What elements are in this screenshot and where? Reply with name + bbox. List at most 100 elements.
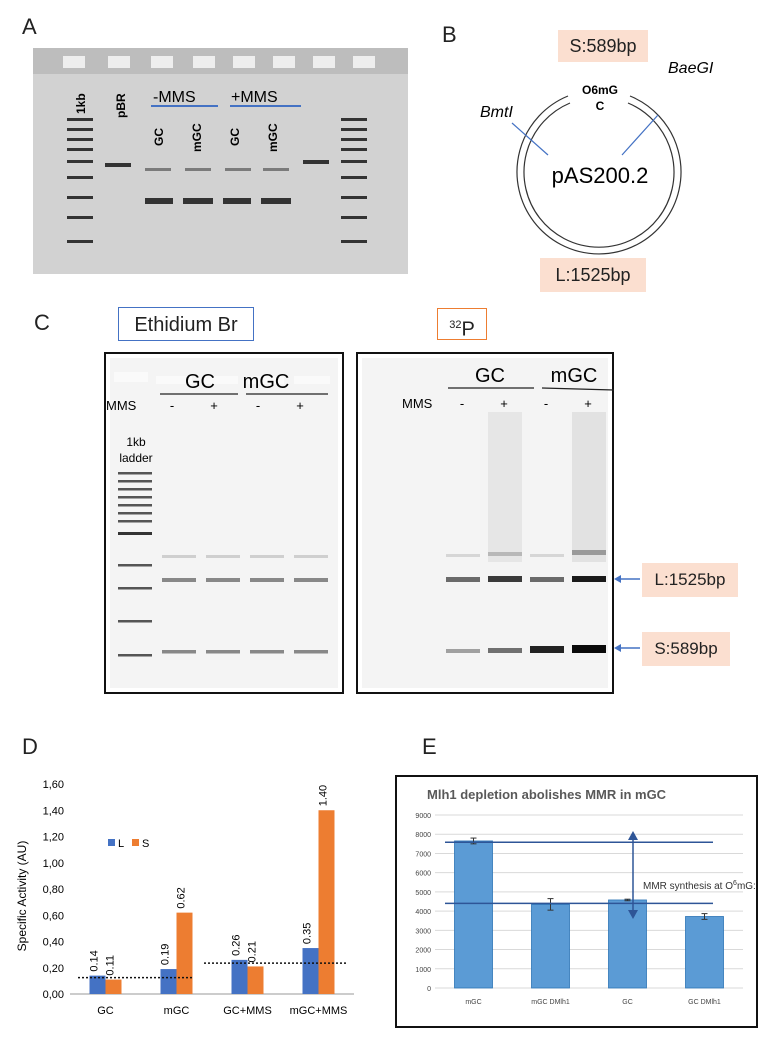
e-category-label: GC	[622, 999, 633, 1006]
d-bar-s	[176, 912, 193, 994]
d-data-label: 0.14	[89, 950, 101, 971]
d-category-label: GC	[97, 1005, 114, 1017]
specific-activity-chart: Specific Activity (AU) 0,00 0,20 0,40 0,60 0…	[15, 779, 354, 1017]
d-ytick-label: 0,80	[43, 884, 64, 896]
o6mg-label: O6mG	[582, 83, 618, 97]
e-ytick-label: 1000	[415, 967, 431, 974]
s-band-label: S:589bp	[642, 632, 730, 666]
p32-plus-1: +	[500, 396, 508, 411]
d-ytick-label: 1,60	[43, 779, 64, 791]
d-category-label: mGC	[164, 1005, 190, 1017]
ladder-label-1: 1kb	[126, 435, 146, 449]
d-data-label: 1.40	[318, 785, 330, 806]
e-ytick-label: 2000	[415, 948, 431, 955]
d-ytick-label: 1,20	[43, 832, 64, 844]
e-category-label: mGC	[465, 999, 481, 1006]
panel-e-label: E	[422, 734, 437, 759]
p32-title: 32P	[437, 308, 487, 341]
etbr-plus-1: +	[210, 398, 218, 413]
e-ytick-label: 4000	[415, 909, 431, 916]
band-arrows	[614, 575, 640, 652]
lane-gc1-label: GC	[152, 128, 166, 146]
d-data-label: 0.26	[231, 934, 243, 955]
panel-b-label: B	[442, 22, 457, 47]
etbr-plus-2: +	[296, 398, 304, 413]
d-category-label: mGC+MMS	[290, 1005, 348, 1017]
mlh1-chart: Mlh1 depletion abolishes MMR in mGC 0 100…	[415, 787, 756, 1006]
d-data-label: 0.35	[302, 923, 314, 944]
e-ytick-label: 7000	[415, 851, 431, 858]
d-bar-l	[231, 959, 248, 994]
ethidium-gel: GC mGC MMS - + - + 1kb ladder	[104, 352, 344, 694]
e-bar	[685, 916, 724, 989]
p32-plus-2: +	[584, 396, 592, 411]
legend-s-swatch	[132, 839, 139, 846]
legend-s-label: S	[142, 838, 149, 850]
s-fragment-label: S:589bp	[558, 30, 648, 62]
lane-ladder-label: 1kb	[74, 93, 88, 114]
c-base-label: C	[596, 99, 605, 113]
etbr-mgc-label: mGC	[243, 371, 290, 393]
ethidium-title: Ethidium Br	[118, 307, 254, 341]
panel-d-label: D	[22, 734, 38, 759]
e-category-label: GC DMlh1	[688, 999, 721, 1006]
lane-pbr-label: pBR	[114, 93, 128, 118]
etbr-minus-1: -	[170, 398, 174, 413]
chart-e-title: Mlh1 depletion abolishes MMR in mGC	[427, 787, 667, 802]
e-category-label: mGC DMlh1	[531, 999, 570, 1006]
plasmid-map: BmtI BaeGI O6mG C pAS200.2	[480, 60, 714, 255]
l-band-label: L:1525bp	[642, 563, 738, 597]
p32-mgc-label: mGC	[551, 365, 598, 387]
d-data-label: 0.62	[176, 887, 188, 908]
d-category-label: GC+MMS	[223, 1005, 272, 1017]
mmr-arrow-head-up	[628, 831, 638, 840]
d-ytick-label: 0,00	[43, 989, 64, 1001]
lane-mgc1-label: mGC	[190, 123, 204, 152]
etbr-minus-2: -	[256, 398, 260, 413]
l-fragment-label: L:1525bp	[540, 258, 646, 292]
lane-mgc2-label: mGC	[266, 123, 280, 152]
baegi-label: BaeGI	[668, 60, 714, 77]
etbr-gc-label: GC	[185, 371, 215, 393]
ladder-label-2: ladder	[119, 451, 152, 465]
d-ytick-label: 1,00	[43, 858, 64, 870]
p32-superscript: 32	[449, 319, 462, 331]
etbr-mms-label: MMS	[106, 398, 137, 413]
p32-minus-2: -	[544, 396, 548, 411]
lane-gc2-label: GC	[228, 128, 242, 146]
d-bar-l	[160, 969, 177, 994]
e-ytick-label: 8000	[415, 832, 431, 839]
p32-gel: GC mGC MMS - + - +	[356, 352, 614, 694]
p32-letter: P	[461, 318, 475, 341]
d-bar-s	[318, 810, 335, 994]
legend-l-swatch	[108, 839, 115, 846]
e-bar	[454, 840, 493, 989]
plasmid-name: pAS200.2	[552, 163, 649, 188]
mmr-arrow-head-down	[628, 910, 638, 919]
d-ytick-label: 0,20	[43, 963, 64, 975]
d-bar-l	[302, 948, 319, 994]
e-ytick-label: 5000	[415, 890, 431, 897]
d-ytick-label: 0,40	[43, 937, 64, 949]
e-ytick-label: 3000	[415, 928, 431, 935]
bmti-label: BmtI	[480, 104, 513, 121]
legend-l-label: L	[118, 838, 124, 850]
p32-minus-1: -	[460, 396, 464, 411]
d-data-label: 0.19	[160, 944, 172, 965]
d-bar-s	[105, 979, 122, 994]
panel-a-gel: 1kb pBR -MMS +MMS GC mGC GC mGC	[33, 48, 408, 274]
d-ytick-label: 1,40	[43, 805, 64, 817]
panel-c-label: C	[34, 310, 50, 335]
minus-mms-label: -MMS	[153, 89, 196, 106]
e-ytick-label: 6000	[415, 871, 431, 878]
d-data-label: 0.21	[247, 941, 259, 962]
e-bar	[608, 899, 647, 989]
p32-mms-label: MMS	[402, 396, 433, 411]
e-bar	[531, 903, 570, 989]
panel-a-label: A	[22, 14, 37, 39]
e-ytick-label: 9000	[415, 813, 431, 820]
e-ytick-label: 0	[427, 986, 431, 993]
chart-d-ylabel: Specific Activity (AU)	[15, 841, 29, 952]
d-bar-s	[247, 966, 264, 994]
p32-gc-label: GC	[475, 365, 505, 387]
